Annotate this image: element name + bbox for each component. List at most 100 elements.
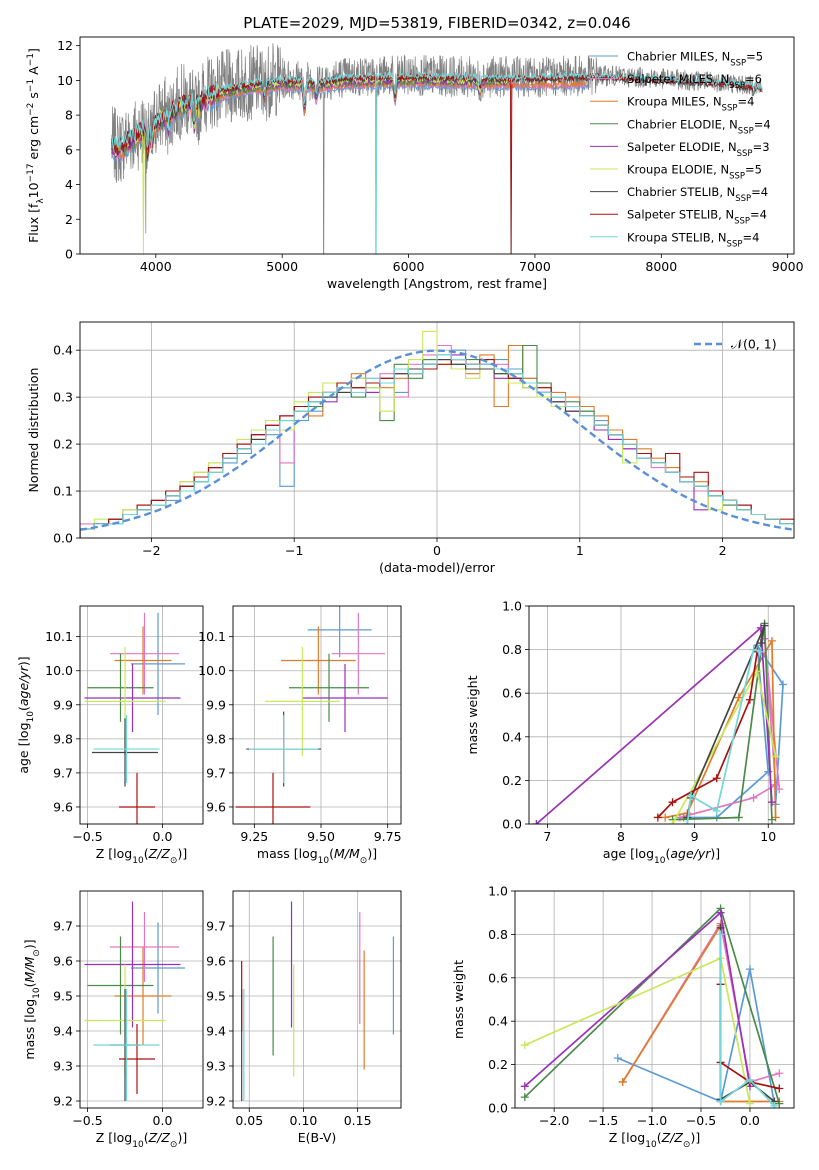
errorbar-salpeter-elodie [84, 663, 181, 733]
x-tick-label: 0.0 [153, 1113, 173, 1128]
y-tick-label: 9.3 [206, 1059, 226, 1074]
legend-label: Chabrier MILES, NSSP=5 [627, 50, 763, 69]
weight-marker [653, 813, 662, 822]
axes-frame [232, 605, 402, 825]
panel-spectrum: 4000 5000 6000 7000 8000 9000 0 2 4 6 8 10 12 PLATE=2… [26, 14, 804, 291]
normal-curve [80, 349, 794, 531]
weight-marker [745, 1099, 754, 1108]
axes-frame [528, 605, 795, 825]
y-tick-label: 10.0 [198, 663, 226, 678]
y-tick-label: 0.2 [488, 1057, 508, 1072]
y-tick-label: 12 [57, 38, 73, 53]
weight-marker [716, 908, 725, 917]
x-tick-label: 0.0 [153, 829, 173, 844]
x-axis-label: wavelength [Angstrom, rest frame] [327, 276, 547, 291]
panel-mass-vs-z: −0.5 0.0 9.2 9.3 9.4 9.5 9.6 9.7 Z [log10(Z/Z⊙)]… [22, 890, 204, 1150]
errorbar-salpeter-elodie [302, 663, 388, 733]
y-tick-label: 0.0 [488, 1101, 508, 1116]
plot-area [241, 901, 395, 1101]
weight-marker [756, 647, 765, 656]
y-tick-label: 9.4 [206, 1024, 226, 1039]
plot-area [235, 606, 388, 824]
errorbar-salpeter-miles [110, 612, 179, 695]
x-tick-label: 9.50 [307, 829, 335, 844]
x-tick-label: −1.0 [637, 1113, 667, 1128]
errorbar-salpeter-elodie [84, 901, 181, 1028]
panel-age-vs-mass: 9.25 9.50 9.75 9.6 9.7 9.8 9.9 10.0 10.1 mass [lo… [198, 605, 402, 866]
legend-label: Kroupa STELIB, NSSP=4 [627, 230, 759, 249]
weight-marker [775, 1099, 784, 1108]
plot-area [532, 619, 787, 824]
panel-massweight-vs-z: −2.0 −1.5 −1.0 −0.5 0.0 0.0 0.2 0.4 0.6 0.8 1.0 Z [… [451, 884, 795, 1150]
y-tick-label: 9.2 [206, 1094, 226, 1109]
x-axis-label: E(B-V) [298, 1130, 337, 1145]
errorbar-chabrier-miles [131, 612, 185, 715]
y-tick-label: 1.0 [502, 599, 522, 614]
axes-frame [79, 36, 795, 255]
weight-marker [683, 820, 692, 824]
legend-label: Chabrier ELODIE, NSSP=4 [627, 117, 771, 136]
y-tick-label: 0.1 [53, 484, 73, 499]
model-salpeter-miles [111, 80, 589, 162]
y-axis-label: Normed distribution [26, 368, 41, 493]
weight-marker [775, 785, 784, 794]
plot-area [84, 901, 185, 1101]
y-tick-label: 4 [65, 177, 73, 192]
y-tick-label: 0.6 [488, 970, 508, 985]
x-tick-label: 9.25 [240, 829, 268, 844]
x-tick-label: 6000 [393, 259, 425, 274]
y-tick-label: 9.6 [53, 954, 73, 969]
weight-marker [745, 695, 754, 704]
errorbar-salpeter-miles [110, 912, 179, 982]
errorbar-chabrier-elodie [87, 936, 154, 1035]
weight-marker [760, 621, 769, 630]
errorbar-chabrier-miles [131, 922, 185, 1014]
y-tick-label: 9.4 [53, 1024, 73, 1039]
weight-marker [745, 965, 754, 974]
legend-label: Kroupa MILES, NSSP=4 [627, 95, 754, 114]
weight-marker [686, 791, 695, 800]
weight-marker [767, 815, 776, 824]
plot-area [84, 612, 185, 824]
y-tick-label: 9.6 [206, 799, 226, 814]
x-tick-label: 4000 [140, 259, 172, 274]
y-tick-label: 10 [57, 73, 73, 88]
y-tick-label: 0.8 [488, 927, 508, 942]
y-tick-label: 0.4 [53, 343, 73, 358]
y-tick-label: 0.4 [488, 1014, 508, 1029]
x-tick-label: 5000 [266, 259, 298, 274]
x-tick-label: 9000 [772, 259, 804, 274]
weight-marker [756, 639, 765, 648]
legend-label: Salpeter STELIB, NSSP=4 [627, 208, 767, 227]
y-tick-label: 9.2 [53, 1094, 73, 1109]
x-tick-label: −2.0 [539, 1113, 569, 1128]
y-axis-label: Flux [fλ10−17 erg cm−2 s−1 A−1] [26, 48, 46, 243]
x-tick-label: −0.5 [686, 1113, 716, 1128]
errorbar-kroupa-miles [114, 626, 172, 695]
legend-label: Chabrier STELIB, NSSP=4 [627, 185, 768, 204]
y-tick-label: 9.7 [53, 919, 73, 934]
x-tick-label: 7000 [519, 259, 551, 274]
y-tick-label: 9.5 [206, 989, 226, 1004]
x-tick-label: −0.5 [72, 829, 102, 844]
y-tick-label: 10.0 [45, 663, 73, 678]
weight-marker [771, 752, 780, 761]
x-axis-label: mass [log10(M/M⊙)] [257, 846, 377, 866]
axes-frame [79, 890, 204, 1109]
errorbar-salpeter-stelib [235, 772, 311, 824]
x-tick-label: 10 [760, 829, 776, 844]
errorbar-kroupa-miles [114, 947, 172, 1045]
errorbar-kroupa-miles [281, 626, 356, 695]
weight-marker [775, 1084, 784, 1093]
x-axis-label: age [log10(age/yr)] [603, 846, 720, 866]
y-tick-label: 9.7 [206, 765, 226, 780]
legend-label: Kroupa ELODIE, NSSP=5 [627, 163, 762, 182]
x-tick-label: 1 [576, 543, 584, 558]
errorbar-chabrier-elodie [87, 653, 154, 722]
weights-kroupa-stelib [716, 930, 779, 1108]
weight-marker [749, 793, 758, 802]
y-tick-label: 9.6 [53, 799, 73, 814]
y-tick-label: 9.3 [53, 1059, 73, 1074]
axes-frame [232, 890, 402, 1109]
